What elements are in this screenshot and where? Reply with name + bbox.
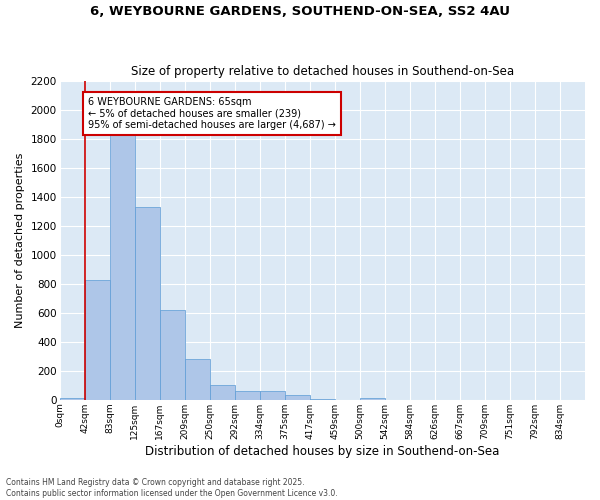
Bar <box>185 359 210 400</box>
Text: 6, WEYBOURNE GARDENS, SOUTHEND-ON-SEA, SS2 4AU: 6, WEYBOURNE GARDENS, SOUTHEND-ON-SEA, S… <box>90 5 510 18</box>
X-axis label: Distribution of detached houses by size in Southend-on-Sea: Distribution of detached houses by size … <box>145 444 499 458</box>
Bar <box>160 310 185 400</box>
Bar <box>59 398 85 400</box>
Bar <box>134 207 160 400</box>
Bar <box>110 129 134 400</box>
Bar <box>285 396 310 400</box>
Bar <box>235 391 260 400</box>
Bar <box>360 398 385 400</box>
Y-axis label: Number of detached properties: Number of detached properties <box>15 152 25 328</box>
Bar <box>210 386 235 400</box>
Bar <box>85 280 110 400</box>
Text: Contains HM Land Registry data © Crown copyright and database right 2025.
Contai: Contains HM Land Registry data © Crown c… <box>6 478 338 498</box>
Text: 6 WEYBOURNE GARDENS: 65sqm
← 5% of detached houses are smaller (239)
95% of semi: 6 WEYBOURNE GARDENS: 65sqm ← 5% of detac… <box>88 97 336 130</box>
Bar <box>260 391 285 400</box>
Title: Size of property relative to detached houses in Southend-on-Sea: Size of property relative to detached ho… <box>131 66 514 78</box>
Bar <box>310 399 335 400</box>
